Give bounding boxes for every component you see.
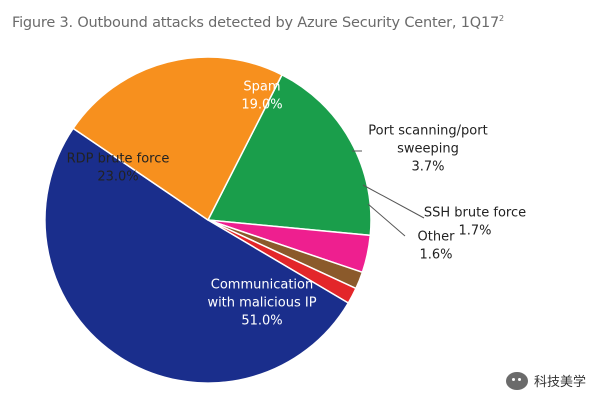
wechat-icon <box>505 371 528 390</box>
slice-label: with malicious IP <box>207 296 316 311</box>
leader-line <box>362 184 425 219</box>
chart-title-text: Figure 3. Outbound attacks detected by A… <box>12 14 500 31</box>
slice-label: RDP brute force <box>67 152 170 167</box>
slice-label: Other <box>418 230 456 245</box>
slice-label: Port scanning/port <box>368 124 487 139</box>
data-label: 19.0% <box>241 98 282 113</box>
pie-slices <box>44 56 372 384</box>
data-label: 3.7% <box>411 160 444 175</box>
chart-title: Figure 3. Outbound attacks detected by A… <box>12 14 504 31</box>
data-label: 23.0% <box>97 170 138 185</box>
footnote-marker: 2 <box>499 14 504 23</box>
slice-labels: Spam 19.0% Port scanning/port sweeping 3.7% S… <box>67 80 527 329</box>
leader-lines <box>352 150 425 237</box>
pie-slice-rdp-brute-force <box>72 56 284 222</box>
data-label: 1.7% <box>458 224 491 239</box>
pie-slice-spam <box>206 73 372 237</box>
leader-line <box>367 203 406 237</box>
data-label: 51.0% <box>241 314 282 329</box>
slice-label: Communication <box>211 278 313 293</box>
watermark: 科技美学 <box>505 371 586 390</box>
data-label: 1.6% <box>419 248 452 263</box>
pie-slice-communication-with-malicious-ip <box>44 127 350 384</box>
watermark-text: 科技美学 <box>533 375 586 390</box>
slice-label: SSH brute force <box>424 206 526 221</box>
slice-label: Spam <box>243 80 280 95</box>
slice-label: sweeping <box>397 142 459 157</box>
